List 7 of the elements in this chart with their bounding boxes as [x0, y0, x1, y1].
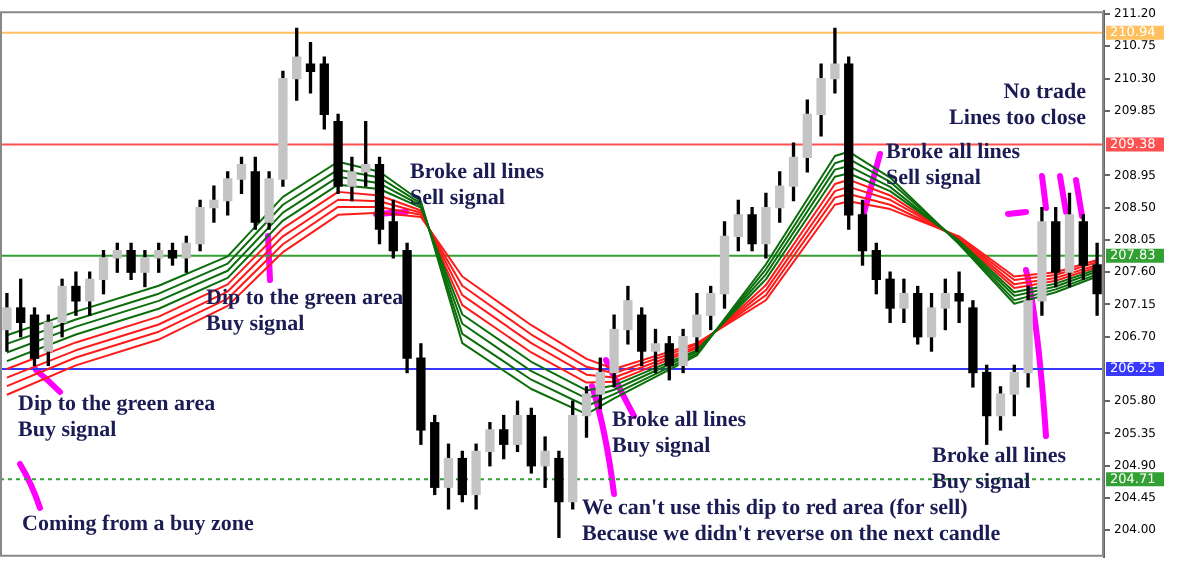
annotation: We can't use this dip to red area (for sell) Because we didn't reverse on the next candle — [582, 496, 1001, 548]
annotation: Dip to the green area Buy signal — [18, 392, 216, 444]
annotation: Broke all lines Buy signal — [612, 408, 747, 460]
annotation: Broke all lines Sell signal — [886, 140, 1021, 192]
annotation: No trade Lines too close — [949, 80, 1086, 132]
annotation: Coming from a buy zone — [22, 512, 254, 538]
annotation: Broke all lines Buy signal — [932, 444, 1067, 496]
